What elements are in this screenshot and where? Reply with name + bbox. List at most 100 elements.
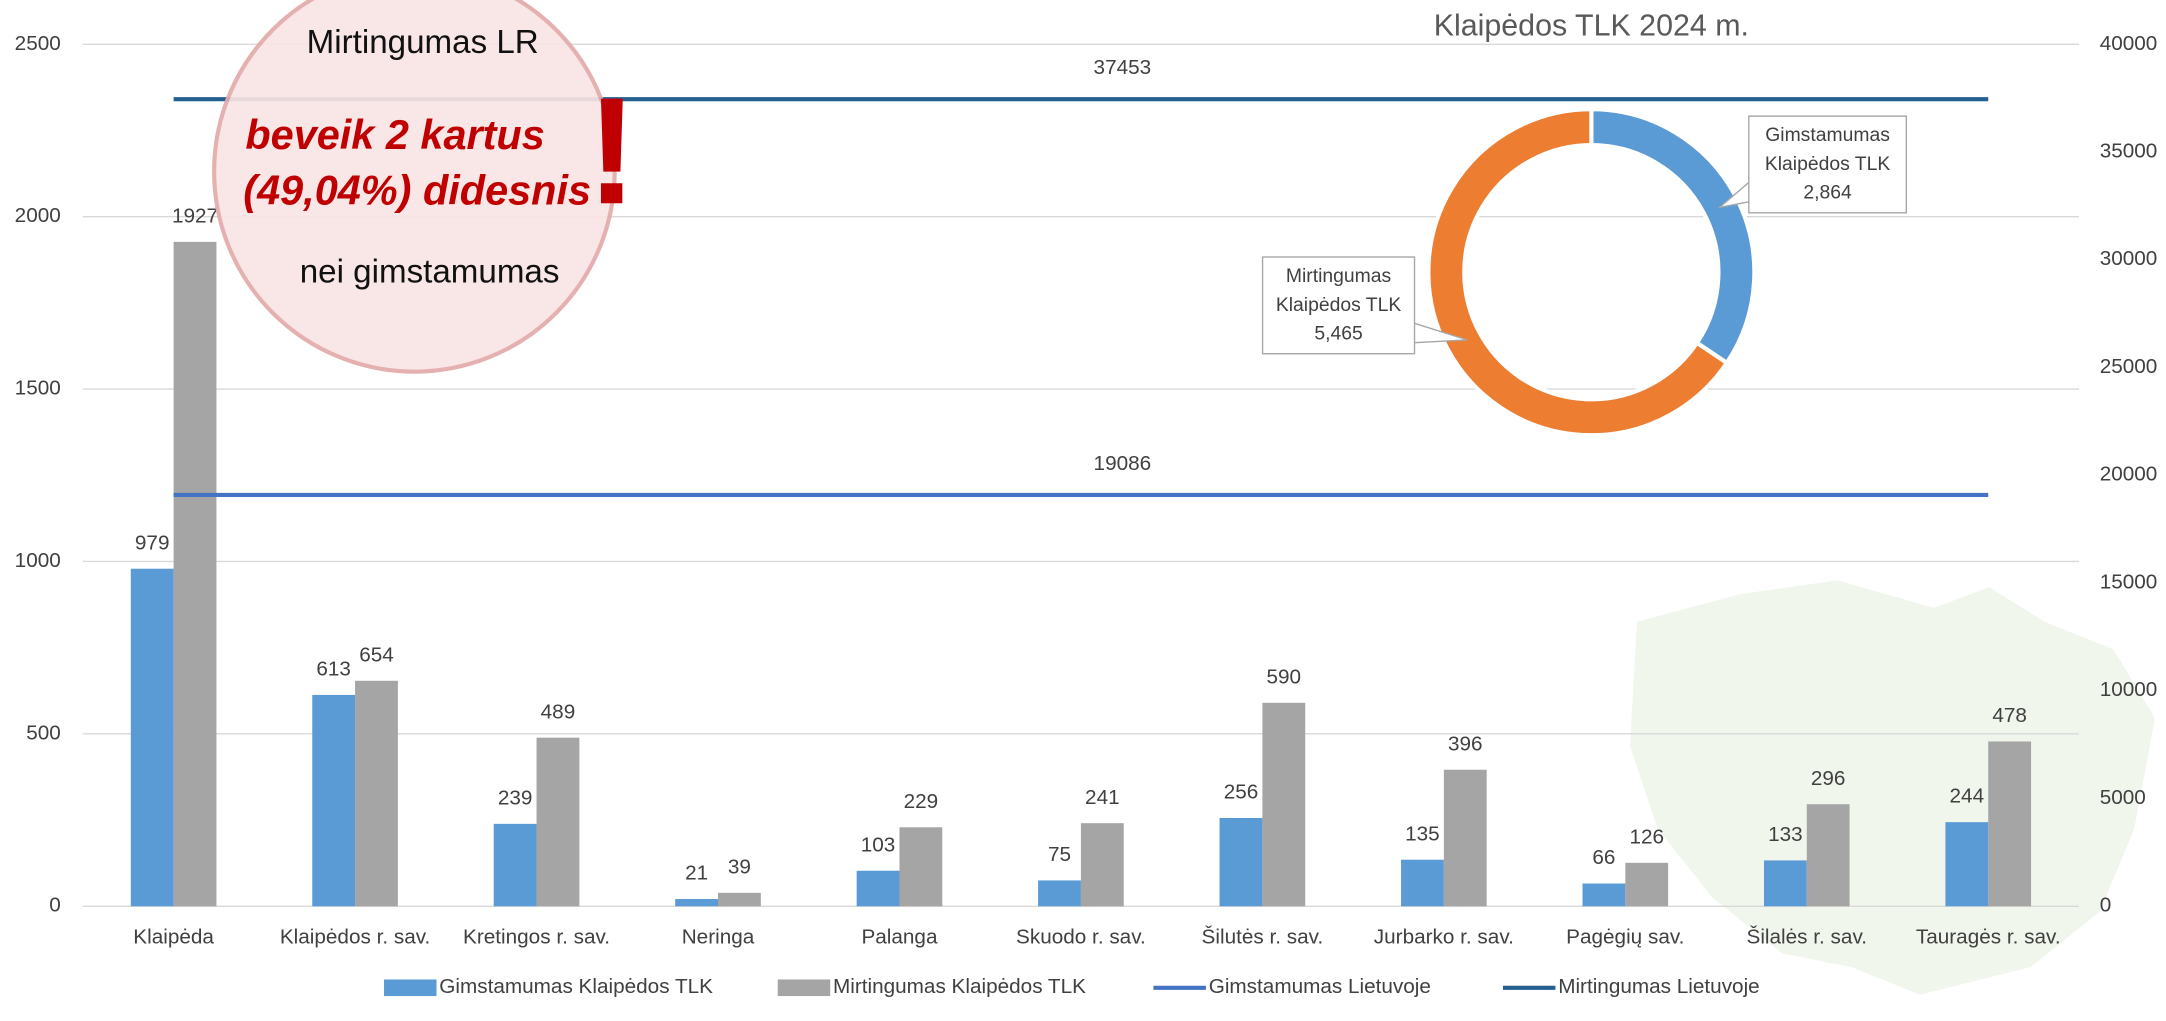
x-tick-label: Jurbarko r. sav. bbox=[1374, 926, 1514, 949]
y2-tick-label: 5000 bbox=[2100, 786, 2146, 809]
bar bbox=[1945, 822, 1989, 907]
bar-value-label: 613 bbox=[316, 658, 351, 681]
bar bbox=[173, 241, 217, 907]
bar bbox=[1763, 860, 1807, 907]
bar bbox=[355, 680, 398, 907]
bar-value-label: 39 bbox=[728, 855, 751, 878]
y2-tick-label: 30000 bbox=[2100, 247, 2158, 270]
y-tick-label: 500 bbox=[26, 721, 61, 744]
bar-value-label: 133 bbox=[1768, 823, 1803, 846]
bar-value-label: 66 bbox=[1592, 846, 1615, 869]
donut-label: Gimstamumas Klaipėdos TLK bbox=[1764, 123, 1891, 175]
bar bbox=[899, 827, 943, 907]
bar bbox=[1262, 702, 1306, 907]
bar bbox=[493, 823, 537, 907]
x-tick-label: Neringa bbox=[682, 926, 755, 949]
line-value-label: 19086 bbox=[1094, 452, 1152, 475]
y2-tick-label: 20000 bbox=[2100, 463, 2158, 486]
legend-label: Gimstamumas Lietuvoje bbox=[1209, 975, 1431, 998]
bar bbox=[1806, 804, 1850, 907]
callout-pointer bbox=[1414, 322, 1468, 344]
donut-label-box bbox=[1261, 256, 1416, 355]
x-tick-label: Tauragės r. sav. bbox=[1916, 926, 2061, 949]
bar-value-label: 590 bbox=[1267, 665, 1302, 688]
bar bbox=[718, 892, 761, 907]
y-tick-label: 1000 bbox=[15, 549, 61, 572]
y2-tick-label: 40000 bbox=[2100, 32, 2158, 55]
donut-label: Mirtingumas Klaipėdos TLK bbox=[1275, 263, 1402, 316]
bar-value-label: 126 bbox=[1629, 825, 1664, 848]
callout-pointer bbox=[1717, 181, 1750, 209]
y2-tick-label: 35000 bbox=[2100, 140, 2158, 163]
y-tick-label: 2500 bbox=[15, 32, 61, 55]
bar-value-label: 489 bbox=[541, 700, 576, 723]
legend-label: Mirtingumas Klaipėdos TLK bbox=[833, 975, 1086, 998]
x-tick-label: Skuodo r. sav. bbox=[1016, 926, 1146, 949]
legend-label: Mirtingumas Lietuvoje bbox=[1558, 975, 1760, 998]
bar bbox=[1582, 883, 1626, 907]
y2-tick-label: 0 bbox=[2100, 894, 2112, 917]
bar-value-label: 979 bbox=[135, 531, 170, 554]
bar-value-label: 239 bbox=[498, 786, 533, 809]
map-background bbox=[1630, 580, 2155, 995]
y-tick-label: 0 bbox=[49, 894, 61, 917]
donut-slice bbox=[1589, 107, 1757, 366]
x-tick-label: Kretingos r. sav. bbox=[463, 926, 610, 949]
bar-value-label: 241 bbox=[1085, 786, 1120, 809]
donut-label-box bbox=[1748, 115, 1907, 214]
bar bbox=[1038, 880, 1081, 907]
bar bbox=[1219, 817, 1263, 907]
callout-line: beveik 2 kartus bbox=[245, 111, 544, 158]
donut-category-label: Gimstamumas Klaipėdos TLK bbox=[1764, 123, 1891, 175]
bar-value-label: 244 bbox=[1950, 785, 1985, 808]
callout: Mirtingumas LR beveik 2 kartus (49,04%) … bbox=[212, 0, 638, 374]
bar bbox=[856, 870, 900, 907]
donut-slice bbox=[1426, 107, 1730, 438]
donut-title: Klaipėdos TLK 2024 m. bbox=[1434, 9, 1749, 43]
bar bbox=[1988, 741, 2032, 907]
bar bbox=[1443, 769, 1487, 907]
donut-value-label: 5,465 bbox=[1314, 323, 1362, 344]
bar-value-label: 75 bbox=[1048, 843, 1071, 866]
y2-tick-label: 25000 bbox=[2100, 355, 2158, 378]
x-tick-label: Klaipėdos r. sav. bbox=[280, 926, 430, 949]
bar bbox=[675, 899, 719, 907]
bar bbox=[130, 568, 174, 907]
bar-value-label: 478 bbox=[1992, 704, 2027, 727]
bar-value-label: 296 bbox=[1811, 767, 1846, 790]
bar-value-label: 1927 bbox=[172, 204, 218, 227]
bar bbox=[536, 737, 580, 907]
callout-circle bbox=[212, 0, 617, 374]
bar-value-label: 103 bbox=[861, 833, 896, 856]
y2-tick-label: 15000 bbox=[2100, 570, 2158, 593]
callout-mark: ! bbox=[587, 66, 638, 236]
x-tick-label: Pagėgių sav. bbox=[1566, 926, 1684, 949]
line-value-label: 37453 bbox=[1094, 56, 1152, 79]
bar-value-label: 135 bbox=[1405, 822, 1440, 845]
bar-value-label: 256 bbox=[1224, 781, 1259, 804]
callout-line: (49,04%) didesnis bbox=[243, 166, 591, 213]
x-tick-label: Šilutės r. sav. bbox=[1202, 926, 1324, 949]
x-tick-label: Palanga bbox=[861, 926, 938, 949]
callout-title: Mirtingumas LR bbox=[307, 24, 539, 61]
donut-category-label: Mirtingumas Klaipėdos TLK bbox=[1275, 263, 1402, 316]
bar-value-label: 229 bbox=[904, 790, 939, 813]
bar bbox=[1401, 859, 1444, 907]
legend-label: Gimstamumas Klaipėdos TLK bbox=[439, 975, 713, 998]
legend-swatch bbox=[384, 979, 437, 997]
x-tick-label: Šilalės r. sav. bbox=[1747, 926, 1868, 949]
bar-value-label: 654 bbox=[359, 643, 394, 666]
y-tick-label: 1500 bbox=[15, 377, 61, 400]
x-tick-label: Klaipėda bbox=[133, 926, 214, 949]
donut-value-label: 2,864 bbox=[1803, 183, 1852, 204]
bar bbox=[1625, 862, 1669, 907]
y-tick-label: 2000 bbox=[15, 204, 61, 227]
bar bbox=[312, 694, 356, 907]
bar-value-label: 396 bbox=[1448, 732, 1483, 755]
bar-value-label: 21 bbox=[685, 862, 708, 885]
y2-tick-label: 10000 bbox=[2100, 678, 2158, 701]
bar bbox=[1080, 823, 1124, 907]
legend-swatch bbox=[777, 979, 831, 997]
callout-line: nei gimstamumas bbox=[300, 253, 560, 290]
